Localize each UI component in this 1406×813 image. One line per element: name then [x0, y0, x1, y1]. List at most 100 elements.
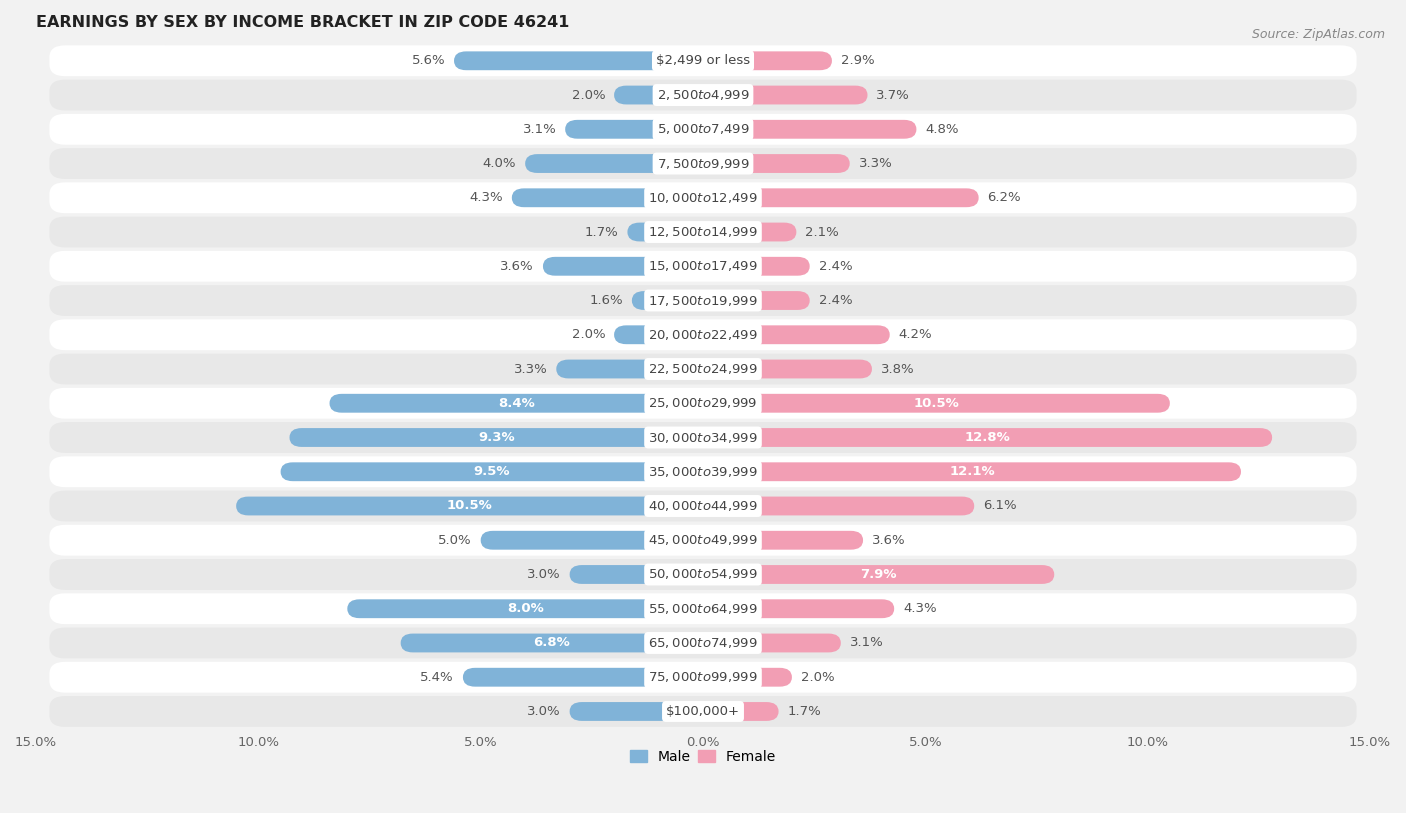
FancyBboxPatch shape: [614, 325, 703, 344]
Text: 2.4%: 2.4%: [818, 294, 852, 307]
Text: 4.2%: 4.2%: [898, 328, 932, 341]
FancyBboxPatch shape: [703, 565, 1054, 584]
FancyBboxPatch shape: [49, 80, 1357, 111]
FancyBboxPatch shape: [631, 291, 703, 310]
Text: 12.8%: 12.8%: [965, 431, 1011, 444]
Text: 3.1%: 3.1%: [523, 123, 557, 136]
Text: 3.6%: 3.6%: [872, 534, 905, 547]
FancyBboxPatch shape: [49, 320, 1357, 350]
Text: $75,000 to $99,999: $75,000 to $99,999: [648, 670, 758, 685]
FancyBboxPatch shape: [543, 257, 703, 276]
FancyBboxPatch shape: [49, 251, 1357, 281]
FancyBboxPatch shape: [703, 531, 863, 550]
FancyBboxPatch shape: [703, 325, 890, 344]
FancyBboxPatch shape: [614, 85, 703, 104]
FancyBboxPatch shape: [49, 388, 1357, 419]
FancyBboxPatch shape: [703, 291, 810, 310]
Text: 7.9%: 7.9%: [860, 568, 897, 581]
Text: $100,000+: $100,000+: [666, 705, 740, 718]
Text: $10,000 to $12,499: $10,000 to $12,499: [648, 191, 758, 205]
Text: 8.4%: 8.4%: [498, 397, 534, 410]
Text: 3.3%: 3.3%: [859, 157, 893, 170]
Text: 3.3%: 3.3%: [513, 363, 547, 376]
Text: $55,000 to $64,999: $55,000 to $64,999: [648, 602, 758, 615]
FancyBboxPatch shape: [49, 114, 1357, 145]
Text: $22,500 to $24,999: $22,500 to $24,999: [648, 362, 758, 376]
FancyBboxPatch shape: [703, 257, 810, 276]
Text: 5.6%: 5.6%: [412, 54, 446, 67]
FancyBboxPatch shape: [703, 189, 979, 207]
FancyBboxPatch shape: [703, 223, 796, 241]
FancyBboxPatch shape: [569, 565, 703, 584]
FancyBboxPatch shape: [565, 120, 703, 139]
Text: 8.0%: 8.0%: [506, 602, 544, 615]
FancyBboxPatch shape: [49, 525, 1357, 555]
Text: $7,500 to $9,999: $7,500 to $9,999: [657, 157, 749, 171]
FancyBboxPatch shape: [703, 497, 974, 515]
FancyBboxPatch shape: [49, 216, 1357, 247]
FancyBboxPatch shape: [703, 633, 841, 652]
Text: 3.8%: 3.8%: [880, 363, 914, 376]
Text: 9.3%: 9.3%: [478, 431, 515, 444]
FancyBboxPatch shape: [526, 154, 703, 173]
Text: 2.0%: 2.0%: [801, 671, 834, 684]
Text: 5.4%: 5.4%: [420, 671, 454, 684]
Text: 10.5%: 10.5%: [914, 397, 959, 410]
FancyBboxPatch shape: [49, 559, 1357, 590]
Text: 5.0%: 5.0%: [439, 534, 472, 547]
FancyBboxPatch shape: [703, 85, 868, 104]
FancyBboxPatch shape: [703, 154, 849, 173]
FancyBboxPatch shape: [401, 633, 703, 652]
Text: $2,500 to $4,999: $2,500 to $4,999: [657, 88, 749, 102]
FancyBboxPatch shape: [627, 223, 703, 241]
FancyBboxPatch shape: [236, 497, 703, 515]
Text: 4.8%: 4.8%: [925, 123, 959, 136]
Text: 1.6%: 1.6%: [589, 294, 623, 307]
Text: $25,000 to $29,999: $25,000 to $29,999: [648, 396, 758, 411]
FancyBboxPatch shape: [703, 667, 792, 687]
FancyBboxPatch shape: [463, 667, 703, 687]
Text: $40,000 to $44,999: $40,000 to $44,999: [648, 499, 758, 513]
FancyBboxPatch shape: [49, 628, 1357, 659]
FancyBboxPatch shape: [49, 46, 1357, 76]
FancyBboxPatch shape: [290, 428, 703, 447]
FancyBboxPatch shape: [281, 463, 703, 481]
FancyBboxPatch shape: [49, 285, 1357, 316]
Text: 4.3%: 4.3%: [470, 191, 503, 204]
Legend: Male, Female: Male, Female: [624, 745, 782, 770]
Text: 3.0%: 3.0%: [527, 568, 561, 581]
Text: 2.4%: 2.4%: [818, 260, 852, 273]
Text: 4.0%: 4.0%: [482, 157, 516, 170]
Text: 1.7%: 1.7%: [585, 225, 619, 238]
Text: 12.1%: 12.1%: [949, 465, 995, 478]
Text: 1.7%: 1.7%: [787, 705, 821, 718]
FancyBboxPatch shape: [49, 422, 1357, 453]
FancyBboxPatch shape: [703, 463, 1241, 481]
FancyBboxPatch shape: [49, 148, 1357, 179]
FancyBboxPatch shape: [703, 702, 779, 721]
FancyBboxPatch shape: [703, 393, 1170, 413]
FancyBboxPatch shape: [49, 593, 1357, 624]
Text: 2.1%: 2.1%: [806, 225, 839, 238]
Text: 6.2%: 6.2%: [987, 191, 1021, 204]
FancyBboxPatch shape: [49, 354, 1357, 385]
Text: $17,500 to $19,999: $17,500 to $19,999: [648, 293, 758, 307]
Text: 3.1%: 3.1%: [849, 637, 883, 650]
FancyBboxPatch shape: [703, 359, 872, 378]
FancyBboxPatch shape: [49, 182, 1357, 213]
Text: 6.8%: 6.8%: [533, 637, 571, 650]
Text: $20,000 to $22,499: $20,000 to $22,499: [648, 328, 758, 341]
FancyBboxPatch shape: [703, 51, 832, 70]
Text: 3.6%: 3.6%: [501, 260, 534, 273]
FancyBboxPatch shape: [703, 120, 917, 139]
Text: 2.0%: 2.0%: [572, 89, 605, 102]
FancyBboxPatch shape: [49, 456, 1357, 487]
Text: $65,000 to $74,999: $65,000 to $74,999: [648, 636, 758, 650]
Text: $5,000 to $7,499: $5,000 to $7,499: [657, 122, 749, 137]
FancyBboxPatch shape: [49, 662, 1357, 693]
Text: $35,000 to $39,999: $35,000 to $39,999: [648, 465, 758, 479]
FancyBboxPatch shape: [512, 189, 703, 207]
FancyBboxPatch shape: [569, 702, 703, 721]
Text: $30,000 to $34,999: $30,000 to $34,999: [648, 431, 758, 445]
Text: EARNINGS BY SEX BY INCOME BRACKET IN ZIP CODE 46241: EARNINGS BY SEX BY INCOME BRACKET IN ZIP…: [37, 15, 569, 30]
